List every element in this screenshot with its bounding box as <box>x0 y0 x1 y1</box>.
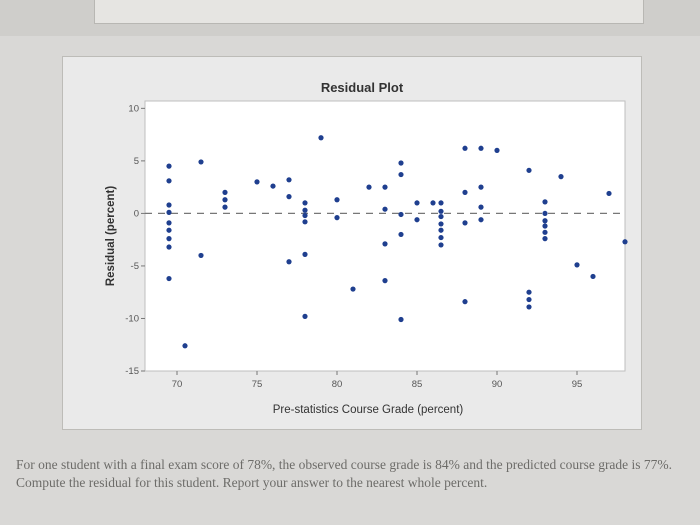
data-point <box>590 273 596 280</box>
data-point <box>302 251 308 257</box>
y-tick-label: 0 <box>134 208 139 219</box>
previous-answer-box <box>94 0 644 24</box>
y-tick-label: 5 <box>134 156 139 167</box>
x-tick-label: 90 <box>492 379 503 390</box>
data-point <box>382 184 388 190</box>
data-point <box>302 219 308 225</box>
data-point <box>182 343 188 349</box>
data-point <box>334 215 340 221</box>
data-point <box>166 244 172 250</box>
data-point <box>166 227 172 233</box>
data-point <box>166 236 172 242</box>
data-point <box>438 221 444 227</box>
data-point <box>438 242 444 248</box>
data-point <box>414 217 420 223</box>
data-point <box>302 212 308 219</box>
x-tick-label: 85 <box>412 379 423 390</box>
data-point <box>526 167 532 173</box>
y-tick-label: 10 <box>128 103 139 114</box>
y-axis-label: Residual (percent) <box>105 186 117 286</box>
y-tick-label: -5 <box>131 261 139 272</box>
data-point <box>222 189 228 196</box>
data-point <box>286 177 292 183</box>
data-point <box>526 289 532 295</box>
data-point <box>166 202 172 208</box>
data-point <box>398 231 404 238</box>
data-point <box>270 183 276 189</box>
data-point <box>438 227 444 233</box>
data-point <box>366 184 372 190</box>
data-point <box>430 200 436 206</box>
data-point <box>302 313 308 319</box>
data-point <box>558 174 564 180</box>
data-point <box>574 262 580 268</box>
data-point <box>254 179 260 185</box>
data-point <box>462 299 468 305</box>
data-point <box>542 229 548 235</box>
data-point <box>198 252 204 259</box>
data-point <box>198 159 204 165</box>
data-point <box>166 220 172 226</box>
data-point <box>166 209 172 215</box>
data-point <box>526 296 532 303</box>
data-point <box>382 241 388 247</box>
data-point <box>462 220 468 226</box>
data-point <box>286 194 292 200</box>
data-point <box>478 204 484 210</box>
y-tick-label: -10 <box>125 313 139 324</box>
data-point <box>398 160 404 166</box>
x-tick-label: 80 <box>332 379 343 390</box>
data-point <box>398 316 404 323</box>
data-point <box>478 217 484 223</box>
data-point <box>382 206 388 212</box>
data-point <box>398 211 404 218</box>
chart-title: Residual Plot <box>321 80 404 95</box>
data-point <box>166 275 172 282</box>
data-point <box>414 200 420 206</box>
data-point <box>542 236 548 242</box>
data-point <box>462 145 468 151</box>
data-point <box>494 147 500 153</box>
data-point <box>166 178 172 184</box>
data-point <box>222 204 228 210</box>
data-point <box>622 239 628 245</box>
data-point <box>302 207 308 213</box>
data-point <box>606 190 612 197</box>
data-point <box>222 197 228 203</box>
data-point <box>438 208 444 214</box>
x-tick-label: 75 <box>252 379 263 390</box>
data-point <box>382 278 388 284</box>
data-point <box>478 184 484 190</box>
plot-area <box>144 100 626 372</box>
data-point <box>302 200 308 206</box>
x-axis-label: Pre-statistics Course Grade (percent) <box>273 404 464 416</box>
data-point <box>350 286 356 292</box>
data-point <box>438 200 444 206</box>
data-point <box>542 223 548 229</box>
data-point <box>438 213 444 220</box>
x-tick-label: 70 <box>172 379 183 390</box>
data-point <box>334 197 340 203</box>
data-point <box>542 199 548 205</box>
data-point <box>166 163 172 169</box>
data-point <box>542 218 548 224</box>
data-point <box>462 189 468 196</box>
y-tick-label: -15 <box>125 366 139 377</box>
data-point <box>478 145 484 151</box>
data-point <box>318 135 324 141</box>
data-point <box>398 171 404 178</box>
data-point <box>526 304 532 310</box>
x-tick-label: 95 <box>572 379 583 390</box>
question-text: For one student with a final exam score … <box>16 457 673 490</box>
data-point <box>438 234 444 241</box>
data-point <box>542 210 548 217</box>
data-point <box>286 259 292 265</box>
